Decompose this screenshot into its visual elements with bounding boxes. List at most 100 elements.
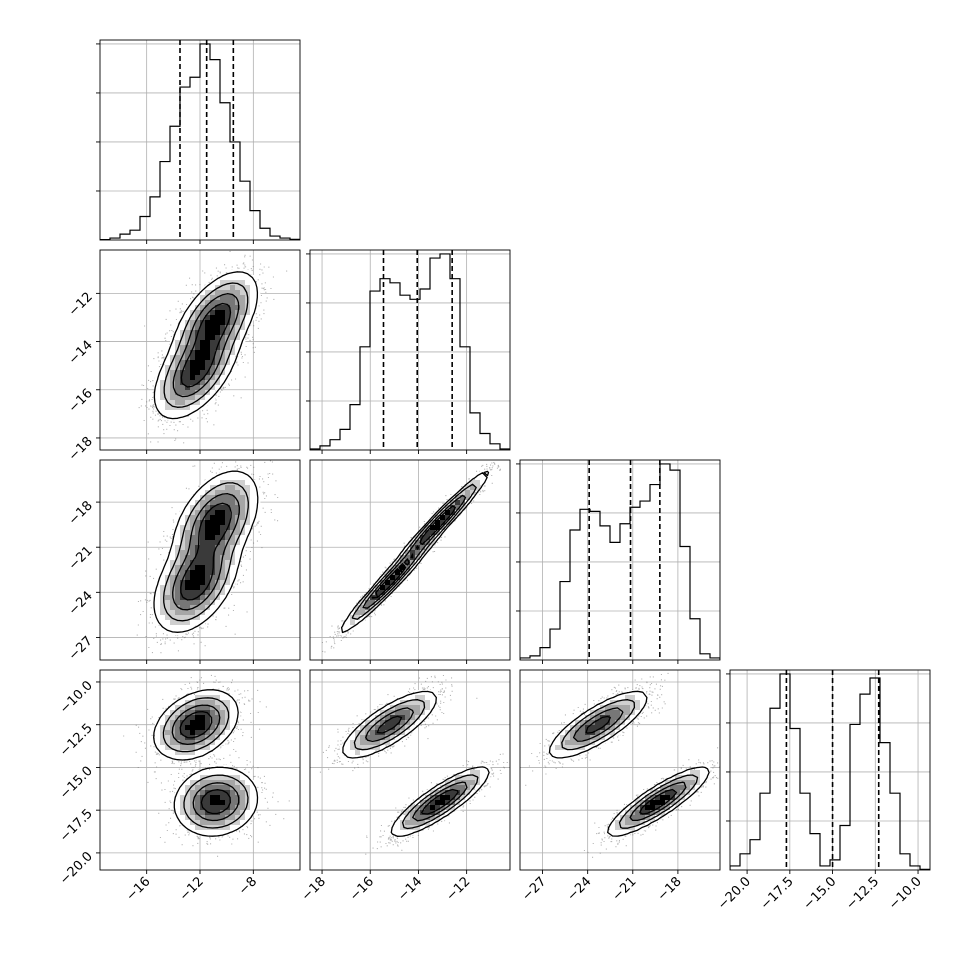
- density-cell: [405, 720, 411, 726]
- density-cell: [210, 595, 216, 601]
- density-cell: [245, 515, 251, 521]
- density-cell: [230, 800, 236, 806]
- density-cell: [190, 745, 196, 751]
- density-cell: [225, 510, 231, 516]
- density-cell: [170, 400, 176, 406]
- density-cell: [225, 340, 231, 346]
- density-cell: [635, 705, 641, 711]
- density-cell: [215, 740, 221, 746]
- density-cell: [225, 820, 231, 826]
- density-cell: [230, 475, 236, 481]
- density-cell: [665, 805, 671, 811]
- density-cell: [160, 375, 166, 381]
- density-cell: [445, 805, 451, 811]
- density-cell: [195, 700, 201, 706]
- density-cell: [215, 480, 221, 486]
- density-cell: [580, 725, 586, 731]
- density-cell: [210, 395, 216, 401]
- density-cell: [435, 510, 441, 516]
- density-cell: [215, 370, 221, 376]
- density-cell: [225, 710, 231, 716]
- density-cell: [215, 695, 221, 701]
- density-cell: [210, 495, 216, 501]
- density-cell: [205, 350, 211, 356]
- density-cell: [570, 730, 576, 736]
- panel-frame: [99, 39, 301, 241]
- density-cell: [480, 775, 486, 781]
- density-cell: [220, 705, 226, 711]
- density-cell: [205, 730, 211, 736]
- density-cell: [195, 800, 201, 806]
- density-cell: [405, 730, 411, 736]
- density-cell: [190, 695, 196, 701]
- density-cell: [225, 300, 231, 306]
- density-cell: [695, 780, 701, 786]
- density-layer: [136, 460, 279, 654]
- density-cell: [395, 565, 401, 571]
- density-cell: [210, 720, 216, 726]
- density-cell: [195, 400, 201, 406]
- density-cell: [375, 745, 381, 751]
- density-cell: [245, 805, 251, 811]
- density-cell: [195, 515, 201, 521]
- density-cell: [220, 275, 226, 281]
- density-cell: [635, 820, 641, 826]
- density-cell: [195, 785, 201, 791]
- density-cell: [210, 555, 216, 561]
- density-cell: [215, 475, 221, 481]
- density-cell: [630, 690, 636, 696]
- density-cell: [235, 530, 241, 536]
- density-cell: [220, 280, 226, 286]
- y-tick-label: −12.5: [57, 721, 96, 760]
- density-cell: [185, 545, 191, 551]
- density-cell: [230, 315, 236, 321]
- density-cell: [195, 490, 201, 496]
- density-cell: [175, 370, 181, 376]
- density-cell: [200, 820, 206, 826]
- density-cell: [175, 755, 181, 761]
- density-cell: [190, 390, 196, 396]
- density-cell: [185, 525, 191, 531]
- density-cell: [175, 400, 181, 406]
- density-cell: [195, 570, 201, 576]
- density-cell: [235, 510, 241, 516]
- density-cell: [250, 290, 256, 296]
- density-cell: [200, 775, 206, 781]
- density-cell: [170, 605, 176, 611]
- density-cell: [665, 785, 671, 791]
- density-cell: [215, 805, 221, 811]
- density-cell: [250, 800, 256, 806]
- density-cell: [225, 730, 231, 736]
- density-cell: [225, 365, 231, 371]
- density-cell: [365, 610, 371, 616]
- density-cell: [185, 355, 191, 361]
- density-cell: [425, 690, 431, 696]
- density-cell: [430, 815, 436, 821]
- density-cell: [235, 540, 241, 546]
- density-cell: [170, 545, 176, 551]
- density-cell: [380, 735, 386, 741]
- density-cell: [255, 790, 261, 796]
- density-cell: [345, 620, 351, 626]
- density-cell: [240, 335, 246, 341]
- density-cell: [235, 805, 241, 811]
- density-cell: [180, 365, 186, 371]
- density-cell: [170, 610, 176, 616]
- density-cell: [360, 750, 366, 756]
- density-cell: [200, 770, 206, 776]
- density-cell: [210, 780, 216, 786]
- histogram-panel-1: [306, 249, 511, 454]
- density-cell: [225, 345, 231, 351]
- x-tick-label: −12: [443, 874, 473, 904]
- density-cell: [235, 810, 241, 816]
- density-cell: [195, 745, 201, 751]
- density-cell: [200, 800, 206, 806]
- density-cell: [205, 615, 211, 621]
- density-cell: [395, 725, 401, 731]
- density-cell: [215, 705, 221, 711]
- density-cell: [445, 520, 451, 526]
- density-cell: [420, 795, 426, 801]
- density-cell: [225, 295, 231, 301]
- density-cell: [235, 780, 241, 786]
- density-cell: [185, 580, 191, 586]
